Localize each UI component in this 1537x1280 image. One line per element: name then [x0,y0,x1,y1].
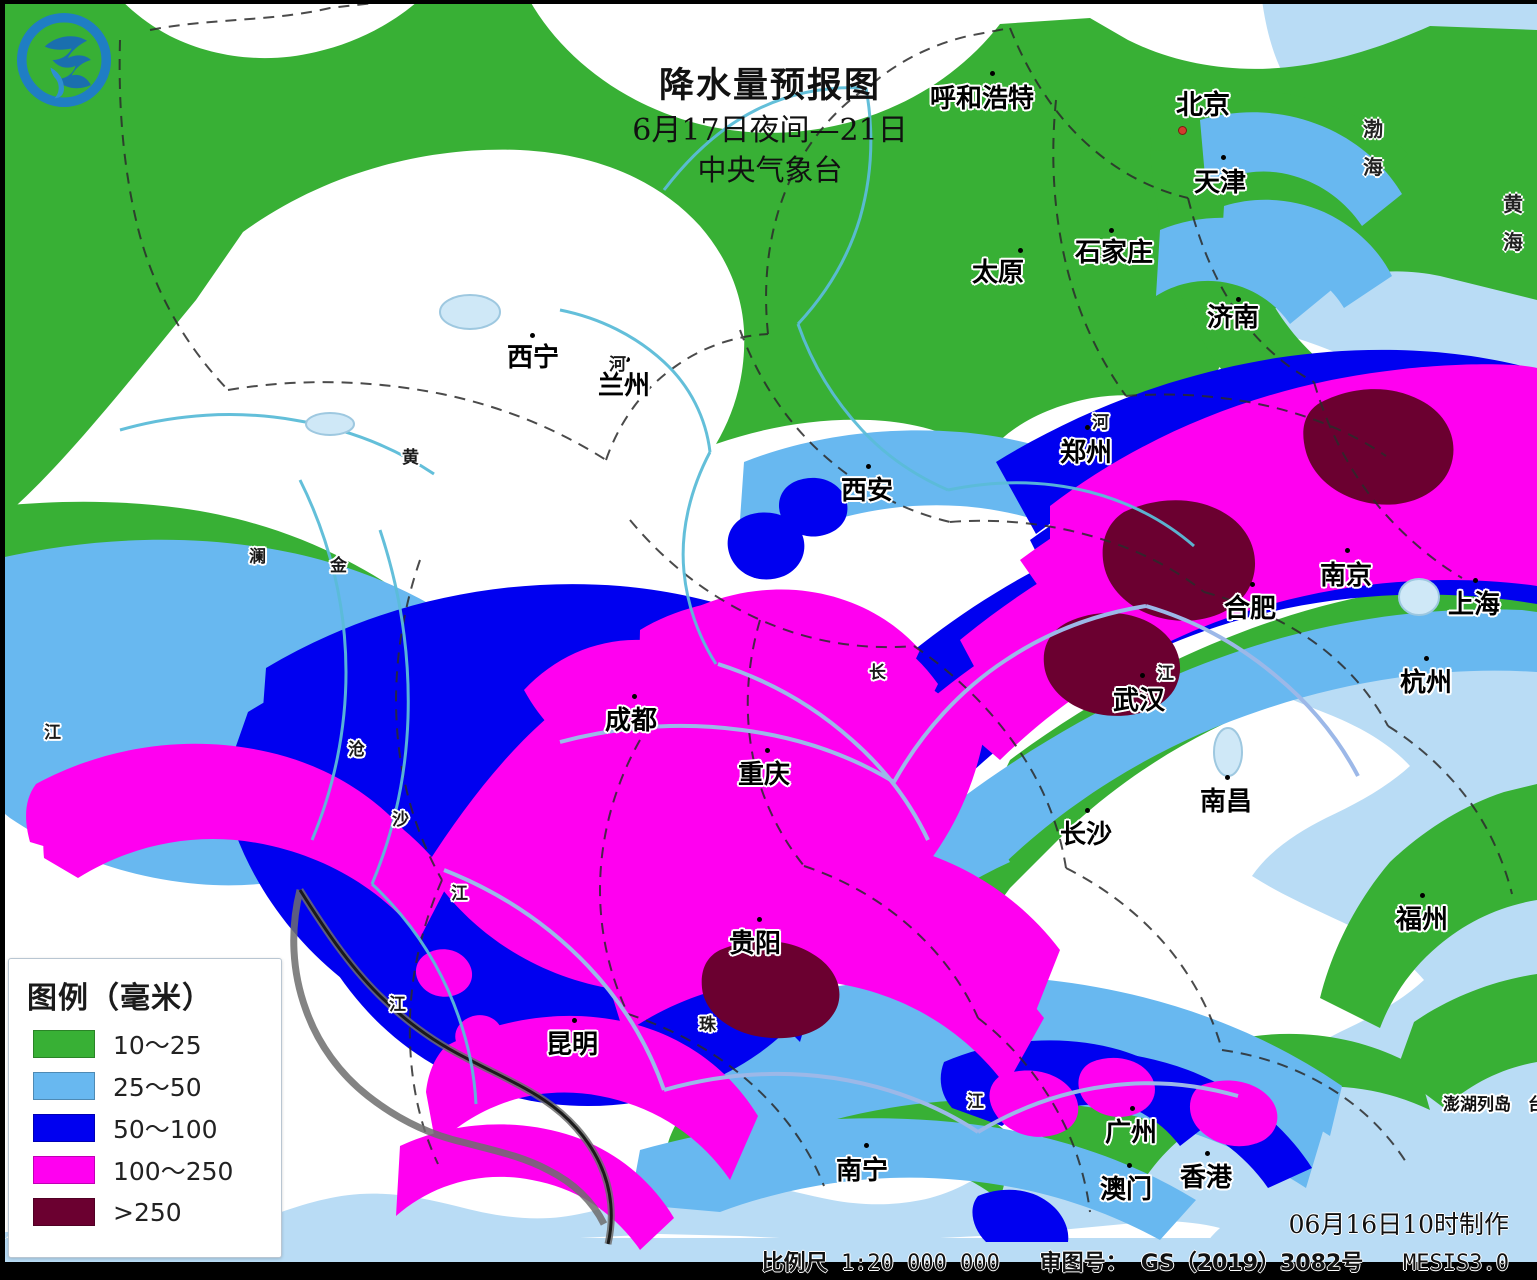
lakes [305,294,1440,777]
legend-row: 50～100 [33,1107,281,1149]
city-marker-dot [1140,673,1145,678]
province-borders [118,0,1513,1213]
city-marker-dot [1236,297,1241,302]
city-marker-dot [1250,582,1255,587]
left-border-bar [0,0,5,1280]
legend-label: 10～25 [113,1031,202,1060]
footer-line: 比例尺 1:20 000 000 审图号： GS（2019）3082号 MESI… [762,1245,1509,1277]
city-marker-dot [866,464,871,469]
legend-label: >250 [113,1197,182,1227]
city-marker-dot [765,748,770,753]
city-marker-dot [864,1143,869,1148]
legend-title: 图例（毫米） [27,981,213,1016]
city-marker-dot [1085,808,1090,813]
scale-value: 1:20 000 000 [840,1251,1000,1276]
city-marker-dot [1473,578,1478,583]
city-marker-dot [530,333,535,338]
yangtze-river [443,604,1360,1134]
city-marker-dot [1345,548,1350,553]
legend-panel: 图例（毫米） 10～25 25～50 50～100 100～250 >250 [8,958,282,1258]
legend-swatch [33,1030,95,1058]
review-label: 审图号： [1039,1251,1128,1276]
legend-label: 50～100 [113,1115,218,1144]
city-marker-dot [757,917,762,922]
city-marker-dot [1109,228,1114,233]
review-value: GS（2019）3082号 [1140,1251,1364,1276]
legend-row: 100～250 [33,1149,281,1191]
legend-label: 100～250 [113,1157,234,1186]
legend-row: 10～25 [33,1023,281,1065]
legend-label: 25～50 [113,1073,202,1102]
city-marker-dot [1225,775,1230,780]
production-time: 06月16日10时制作 [1288,1210,1509,1239]
city-marker-dot [1420,893,1425,898]
legend-swatch [33,1198,95,1226]
city-marker-dot [1424,656,1429,661]
system-version: MESIS3.0 [1403,1251,1509,1276]
band-over-250 [701,389,1454,1039]
capital-marker-dot [1178,126,1187,135]
legend-swatch [33,1156,95,1184]
city-marker-dot [1221,155,1226,160]
legend-swatch [33,1072,95,1100]
legend-swatch [33,1114,95,1142]
city-marker-dot [1205,1151,1210,1156]
top-border-bar [0,0,1537,4]
bottom-border-bar [0,1262,1537,1280]
city-marker-dot [1127,1163,1132,1168]
legend-row: >250 [33,1191,281,1233]
city-marker-dot [1085,425,1090,430]
rivers [119,86,1195,1105]
scale-label: 比例尺 [761,1251,828,1276]
legend-rows: 10～25 25～50 50～100 100～250 >250 [9,1023,281,1233]
city-marker-dot [632,694,637,699]
city-marker-dot [625,357,630,362]
legend-row: 25～50 [33,1065,281,1107]
city-marker-dot [1130,1106,1135,1111]
city-marker-dot [1018,248,1023,253]
city-marker-dot [990,71,995,76]
cma-dragon-logo [16,12,112,108]
national-border-dark [298,889,613,1245]
city-marker-dot [572,1018,577,1023]
